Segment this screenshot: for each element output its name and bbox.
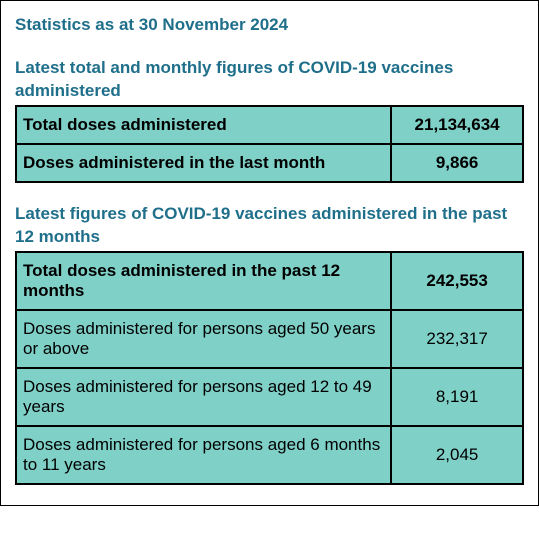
row-label: Total doses administered bbox=[16, 106, 391, 144]
table-row: Doses administered in the last month 9,8… bbox=[16, 144, 523, 182]
section1-table: Total doses administered 21,134,634 Dose… bbox=[15, 105, 524, 183]
table-row: Total doses administered 21,134,634 bbox=[16, 106, 523, 144]
row-label: Doses administered for persons aged 6 mo… bbox=[16, 426, 391, 484]
row-value: 2,045 bbox=[391, 426, 523, 484]
spacer bbox=[15, 183, 524, 203]
section2-table: Total doses administered in the past 12 … bbox=[15, 251, 524, 485]
row-value: 8,191 bbox=[391, 368, 523, 426]
section1-heading: Latest total and monthly figures of COVI… bbox=[15, 57, 524, 103]
stats-panel: Statistics as at 30 November 2024 Latest… bbox=[0, 0, 539, 506]
row-label: Total doses administered in the past 12 … bbox=[16, 252, 391, 310]
table-row: Doses administered for persons aged 12 t… bbox=[16, 368, 523, 426]
row-value: 242,553 bbox=[391, 252, 523, 310]
row-value: 9,866 bbox=[391, 144, 523, 182]
row-label: Doses administered in the last month bbox=[16, 144, 391, 182]
table-row: Doses administered for persons aged 50 y… bbox=[16, 310, 523, 368]
table-row: Doses administered for persons aged 6 mo… bbox=[16, 426, 523, 484]
table-row: Total doses administered in the past 12 … bbox=[16, 252, 523, 310]
row-label: Doses administered for persons aged 50 y… bbox=[16, 310, 391, 368]
page-title: Statistics as at 30 November 2024 bbox=[15, 15, 524, 35]
section2-heading: Latest figures of COVID-19 vaccines admi… bbox=[15, 203, 524, 249]
row-value: 21,134,634 bbox=[391, 106, 523, 144]
row-label: Doses administered for persons aged 12 t… bbox=[16, 368, 391, 426]
row-value: 232,317 bbox=[391, 310, 523, 368]
